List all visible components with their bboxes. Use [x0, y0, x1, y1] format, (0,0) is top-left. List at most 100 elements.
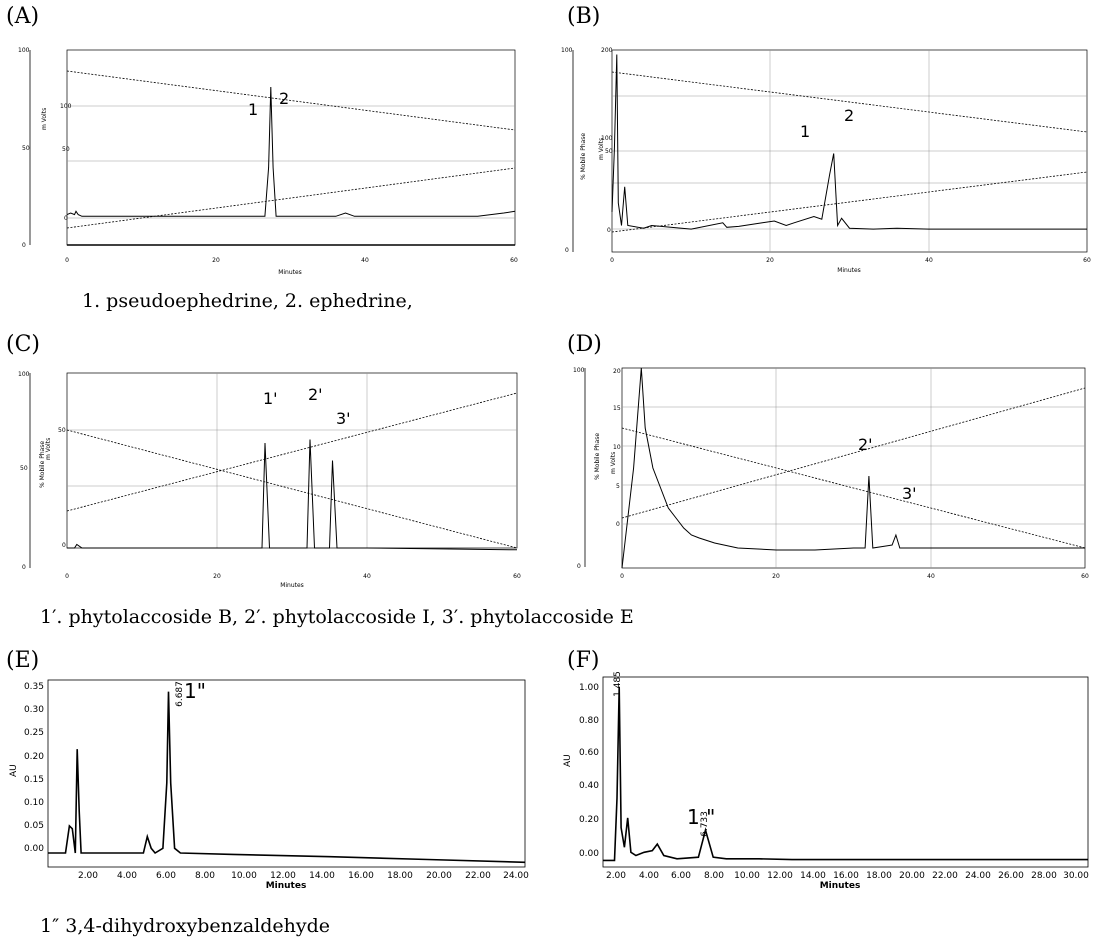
y-axis-title-right: m Volts — [45, 438, 52, 460]
xtick-label: 8.00 — [195, 871, 215, 881]
chromatogram-panel-d: 100 0 % Mobile Phase m Volts 20 15 10 5 … — [573, 367, 1089, 580]
x-tick-labels: 2.00 4.00 6.00 8.00 10.00 12.00 14.00 16… — [78, 871, 529, 881]
xtick-label: 30.00 — [1063, 871, 1089, 881]
xtick-label: 20.00 — [426, 871, 452, 881]
ytick-label: 0.60 — [579, 748, 599, 758]
x-axis-title: Minutes — [266, 881, 307, 891]
gradient-line-1 — [66, 70, 516, 131]
peak-label-2p: 2' — [858, 435, 873, 454]
y-axis-title-left: % Mobile Phase — [594, 433, 601, 480]
ytick-label: 0.80 — [579, 716, 599, 726]
outer-ytick-label: 50 — [20, 465, 28, 472]
caption-ab: 1. pseudoephedrine, 2. ephedrine, — [82, 290, 413, 312]
xtick-label: 2.00 — [78, 871, 98, 881]
xtick-label: 22.00 — [465, 871, 491, 881]
plot-frame — [66, 49, 516, 246]
ytick-label: 0 — [64, 215, 68, 222]
panel-label-c: (C) — [6, 332, 40, 357]
peak-label-1pp: 1" — [184, 679, 206, 703]
peak-label-3p: 3' — [902, 484, 917, 503]
gridlines — [612, 50, 1087, 252]
gradient-line-2 — [621, 387, 1086, 519]
peak-label-2p: 2' — [308, 385, 323, 404]
xtick-label: 6.00 — [156, 871, 176, 881]
ytick-label: 50 — [58, 427, 66, 434]
xtick-label: 10.00 — [231, 871, 257, 881]
gridlines — [67, 373, 517, 548]
ytick-label: 0.35 — [24, 682, 44, 692]
xtick-label: 0 — [65, 257, 69, 264]
panel-label-a: (A) — [6, 4, 40, 29]
ytick-label: 0.20 — [24, 752, 44, 762]
ytick-label: 200 — [601, 47, 613, 54]
y-axis-title: m Volts — [41, 108, 48, 130]
xtick-label: 20 — [213, 573, 221, 580]
y-axis-title-left: % Mobile Phase — [580, 133, 587, 180]
chromatogram-trace — [67, 439, 518, 551]
xtick-label: 0 — [620, 573, 624, 580]
xtick-label: 0 — [610, 257, 614, 264]
xtick-label: 24.00 — [965, 871, 991, 881]
x-tick-labels: 2.00 4.00 6.00 8.00 10.00 12.00 14.00 16… — [606, 871, 1089, 881]
xtick-label: 12.00 — [270, 871, 296, 881]
retention-time-label: 6.687 — [175, 681, 185, 707]
outer-ytick-label: 50 — [22, 145, 30, 152]
outer-ytick-label: 100 — [573, 367, 585, 374]
gradient-line-1 — [611, 71, 1088, 133]
retention-time-label: 6.733 — [700, 811, 710, 837]
outer-ytick-label: 0 — [577, 563, 581, 570]
xtick-label: 2.00 — [606, 871, 626, 881]
outer-ytick-label: 100 — [561, 47, 573, 54]
x-axis-title: Minutes — [837, 267, 861, 274]
xtick-label: 20 — [772, 573, 780, 580]
ytick-label: 0 — [607, 227, 611, 234]
xtick-label: 40 — [927, 573, 935, 580]
chromatogram-panel-a: 100 50 0 m Volts 100 50 0 0 20 40 60 Min… — [18, 47, 518, 276]
caption-ef: 1″ 3,4-dihydroxybenzaldehyde — [40, 915, 331, 937]
chromatogram-trace — [611, 54, 1087, 230]
xtick-label: 12.00 — [767, 871, 793, 881]
x-axis-title: Minutes — [278, 269, 302, 276]
xtick-label: 60 — [1081, 573, 1089, 580]
peak-label-1p: 1' — [263, 389, 278, 408]
outer-ytick-label: 100 — [18, 47, 30, 54]
chromatogram-trace — [603, 686, 1088, 862]
peak-label-1: 1 — [800, 122, 810, 141]
peak-label-2: 2 — [844, 106, 854, 125]
ytick-label: 10 — [613, 444, 621, 451]
ytick-label: 0.00 — [579, 849, 599, 859]
ytick-label: 0.00 — [24, 844, 44, 854]
xtick-label: 8.00 — [704, 871, 724, 881]
panel-label-d: (D) — [567, 332, 602, 357]
xtick-label: 18.00 — [866, 871, 892, 881]
panel-label-f: (F) — [567, 648, 600, 673]
panel-label-e: (E) — [6, 648, 40, 673]
ytick-label: 0.05 — [24, 821, 44, 831]
chromatogram-panel-f: AU 1.00 0.80 0.60 0.40 0.20 0.00 2.00 4.… — [563, 671, 1089, 891]
peak-label-2: 2 — [279, 89, 289, 108]
gridlines — [622, 368, 1085, 568]
xtick-label: 60 — [1083, 257, 1091, 264]
ytick-label: 0.25 — [24, 728, 44, 738]
ytick-label: 0.10 — [24, 798, 44, 808]
ytick-label: 0.20 — [579, 815, 599, 825]
x-axis-title: Minutes — [280, 582, 304, 589]
caption-cd: 1′. phytolaccoside B, 2′. phytolaccoside… — [40, 606, 634, 628]
plot-frame — [621, 367, 1086, 569]
ytick-label: 0 — [62, 542, 66, 549]
chromatogram-panel-c: 100 50 0 % Mobile Phase m Volts 50 0 0 2… — [18, 371, 521, 589]
chromatogram-trace — [621, 367, 1085, 569]
y-axis-title: AU — [9, 764, 19, 777]
ytick-label: 0.30 — [24, 705, 44, 715]
outer-ytick-label: 0 — [22, 564, 26, 571]
chromatogram-panel-b: 100 0 % Mobile Phase m Volts 200 100 50 … — [561, 47, 1091, 274]
ytick-label: 20 — [613, 368, 621, 375]
plot-frame — [47, 679, 526, 868]
xtick-label: 20 — [212, 257, 220, 264]
ytick-label: 50 — [62, 146, 70, 153]
xtick-label: 24.00 — [503, 871, 529, 881]
xtick-label: 20 — [766, 257, 774, 264]
y-tick-labels: 0.35 0.30 0.25 0.20 0.15 0.10 0.05 0.00 — [24, 682, 44, 854]
chromatogram-trace — [66, 86, 516, 217]
ytick-label: 0.40 — [579, 781, 599, 791]
